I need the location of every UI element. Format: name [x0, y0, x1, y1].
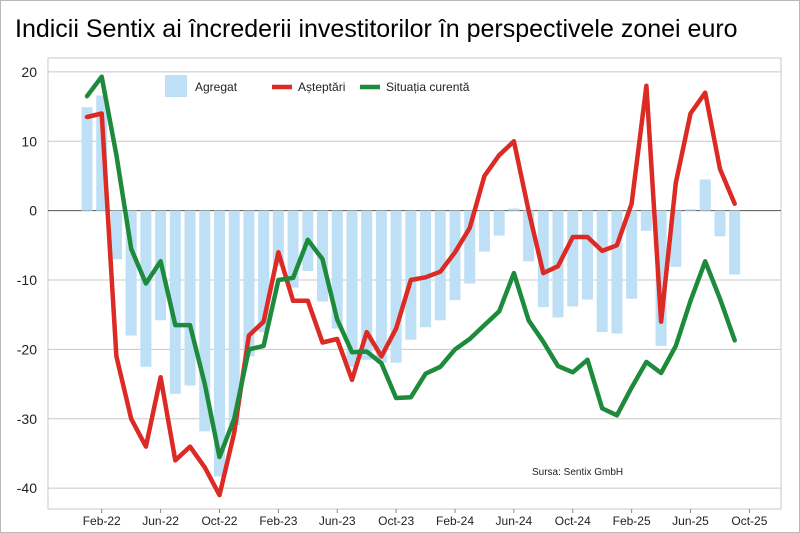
bar-agregat	[140, 210, 152, 367]
bar-agregat	[287, 210, 299, 288]
bar-agregat	[228, 210, 240, 426]
y-axis-ticks: 20 10 0 -10 -20 -30 -40	[17, 64, 37, 496]
y-tick-label: 20	[21, 64, 37, 80]
bar-agregat	[125, 210, 137, 336]
bar-agregat	[420, 210, 432, 328]
bar-agregat	[699, 179, 711, 211]
bar-agregat	[184, 210, 196, 386]
y-tick-label: 10	[21, 133, 37, 149]
y-tick-label: -20	[17, 341, 37, 357]
x-tick-label: Oct-22	[201, 514, 237, 528]
bar-agregat	[96, 95, 108, 211]
bar-agregat	[405, 210, 417, 340]
bar-agregat	[464, 210, 476, 284]
bar-agregat	[346, 210, 358, 367]
bar-agregat	[537, 210, 549, 308]
y-tick-label: -40	[17, 480, 37, 496]
bar-agregat	[596, 210, 608, 333]
x-tick-label: Jun-25	[672, 514, 709, 528]
bar-agregat	[640, 210, 652, 231]
x-tick-label: Oct-23	[378, 514, 414, 528]
x-tick-label: Feb-24	[436, 514, 474, 528]
bar-agregat	[110, 210, 122, 260]
legend: Agregat Așteptări Situația curentă	[165, 75, 470, 97]
chart-title: Indicii Sentix ai încrederii investitori…	[15, 15, 738, 43]
series-lines	[84, 74, 737, 498]
legend-label: Agregat	[195, 80, 238, 94]
source-note: Sursa: Sentix GmbH	[532, 467, 623, 478]
plot-border	[47, 57, 782, 510]
bar-agregat	[611, 210, 623, 334]
x-tick-label: Feb-23	[259, 514, 297, 528]
bar-agregat	[478, 210, 490, 252]
bar-agregat	[375, 210, 387, 363]
bar-agregat	[81, 107, 93, 211]
bar-agregat	[493, 210, 505, 236]
bar-agregat	[434, 210, 446, 321]
y-tick-label: -10	[17, 272, 37, 288]
bar-agregat	[213, 210, 225, 477]
bar-agregat	[670, 210, 682, 267]
x-tick-label: Jun-23	[319, 514, 356, 528]
bar-agregat	[272, 210, 284, 267]
bar-agregat	[581, 210, 593, 300]
x-tick-label: Jun-22	[142, 514, 179, 528]
bar-agregat	[508, 208, 520, 211]
line-situatia-curenta	[84, 74, 737, 460]
legend-label: Așteptări	[298, 80, 345, 94]
x-tick-label: Feb-22	[83, 514, 121, 528]
x-tick-label: Oct-25	[731, 514, 767, 528]
x-tick-label: Oct-24	[555, 514, 591, 528]
bar-agregat	[714, 210, 726, 237]
bars-agregat	[81, 95, 741, 477]
bar-agregat	[258, 210, 270, 333]
x-tick-label: Feb-25	[613, 514, 651, 528]
bar-agregat	[523, 210, 535, 262]
line-asteptari	[84, 83, 737, 498]
y-tick-label: 0	[29, 203, 37, 219]
x-tick-label: Jun-24	[496, 514, 533, 528]
bar-agregat	[331, 210, 343, 329]
bar-agregat	[567, 210, 579, 307]
plot-area	[47, 57, 782, 510]
legend-label: Situația curentă	[386, 80, 470, 94]
bar-agregat	[361, 210, 373, 360]
bar-agregat	[199, 210, 211, 432]
bar-agregat	[169, 210, 181, 394]
bar-agregat	[729, 210, 741, 275]
bar-agregat	[655, 210, 667, 346]
bar-agregat	[626, 210, 638, 299]
legend-swatch-agregat	[165, 75, 187, 97]
bar-agregat	[685, 209, 697, 211]
x-axis-ticks: Feb-22 Jun-22 Oct-22 Feb-23 Jun-23 Oct-23 Feb-…	[83, 509, 768, 528]
y-tick-label: -30	[17, 411, 37, 427]
bar-agregat	[390, 210, 402, 363]
bar-agregat	[243, 210, 255, 357]
